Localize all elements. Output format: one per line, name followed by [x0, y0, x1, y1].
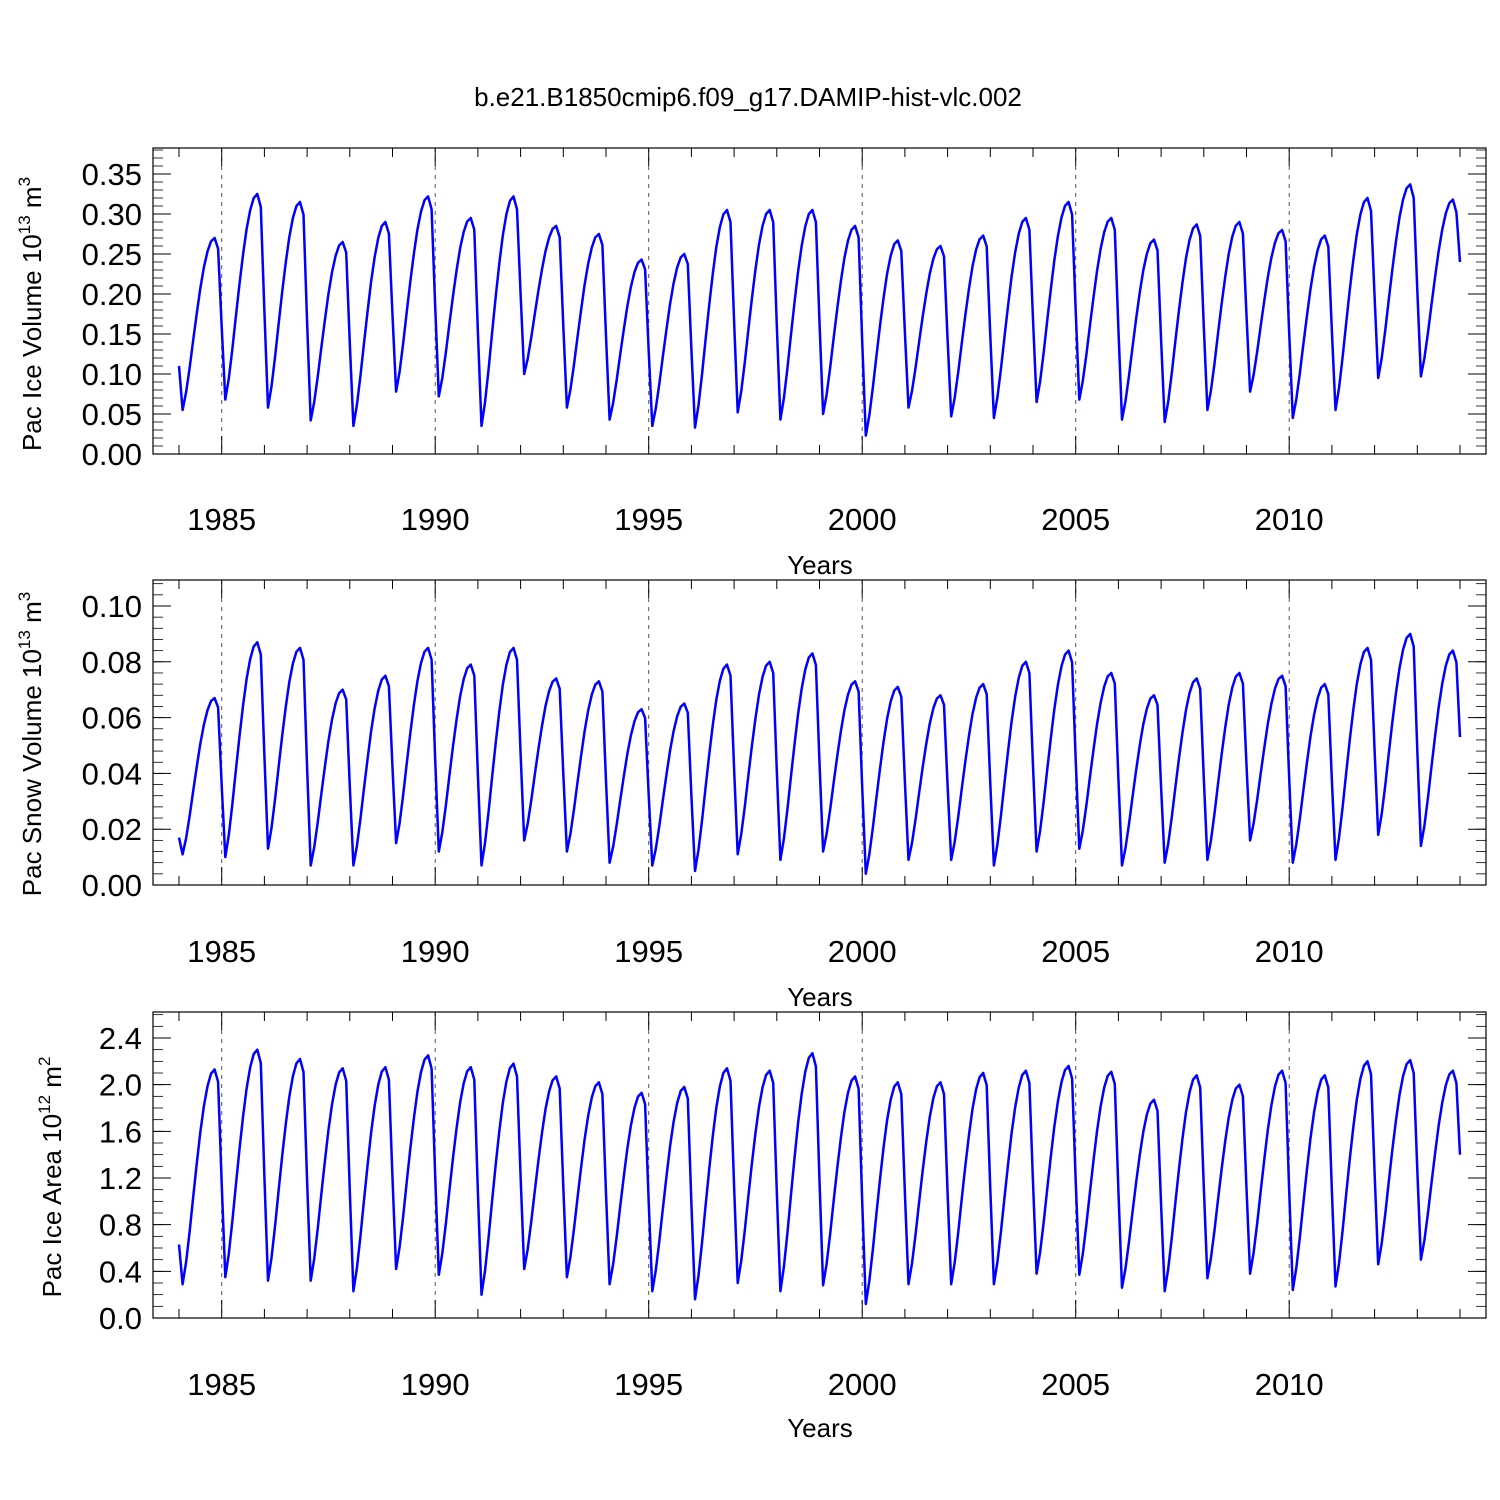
y-tick-label: 0.06 — [82, 701, 142, 736]
y-tick-label: 0.30 — [82, 197, 142, 232]
x-tick-label: 2005 — [1041, 934, 1110, 969]
y-tick-label: 0.15 — [82, 317, 142, 352]
x-tick-label: 1995 — [614, 502, 683, 537]
y-tick-label: 0.10 — [82, 589, 142, 624]
x-tick-label: 1985 — [187, 502, 256, 537]
series-line — [177, 632, 1462, 876]
y-tick-label: 0.20 — [82, 277, 142, 312]
y-tick-label: 0.00 — [82, 437, 142, 472]
y-tick-label: 0.10 — [82, 357, 142, 392]
y-axis-label: Pac Snow Volume 1013 m3 — [15, 592, 47, 896]
y-tick-label: 0.4 — [99, 1254, 142, 1289]
y-tick-label: 2.0 — [99, 1068, 142, 1103]
y-tick-label: 1.2 — [99, 1161, 142, 1196]
x-tick-label: 2005 — [1041, 1367, 1110, 1402]
y-axis-label: Pac Ice Volume 1013 m3 — [15, 177, 47, 451]
y-tick-label: 0.25 — [82, 237, 142, 272]
x-tick-label: 2000 — [828, 1367, 897, 1402]
x-tick-label: 1990 — [401, 1367, 470, 1402]
ice-area-panel: Pac Ice Area 1012 m2 Years 1985 1990 1995 2… — [35, 1011, 1487, 1443]
x-tick-label: 1985 — [187, 934, 256, 969]
x-tick-label: 2005 — [1041, 502, 1110, 537]
y-tick-label: 0.8 — [99, 1208, 142, 1243]
x-tick-label: 2000 — [828, 502, 897, 537]
x-axis-label: Years — [787, 550, 853, 580]
y-tick-label: 0.0 — [99, 1301, 142, 1336]
x-tick-label: 2010 — [1255, 934, 1324, 969]
x-tick-label: 1995 — [614, 934, 683, 969]
y-tick-label: 0.00 — [82, 868, 142, 903]
x-axis-label: Years — [787, 1413, 853, 1443]
y-tick-label: 0.05 — [82, 397, 142, 432]
snow-volume-panel: Pac Snow Volume 1013 m3 Years 1985 1990 19… — [15, 579, 1487, 1012]
y-axis-label: Pac Ice Area 1012 m2 — [35, 1057, 67, 1298]
x-tick-label: 2000 — [828, 934, 897, 969]
x-tick-label: 1990 — [401, 934, 470, 969]
x-tick-label: 1985 — [187, 1367, 256, 1402]
x-axis-label: Years — [787, 982, 853, 1012]
y-tick-label: 0.35 — [82, 157, 142, 192]
series-line — [177, 183, 1462, 437]
x-tick-label: 2010 — [1255, 1367, 1324, 1402]
ice-volume-panel: Pac Ice Volume 1013 m3 Years 1985 1990 199… — [15, 147, 1487, 580]
x-tick-label: 1995 — [614, 1367, 683, 1402]
y-tick-label: 0.08 — [82, 645, 142, 680]
y-tick-label: 0.02 — [82, 812, 142, 847]
x-tick-label: 1990 — [401, 502, 470, 537]
y-tick-label: 2.4 — [99, 1021, 142, 1056]
series-line — [177, 1048, 1462, 1306]
y-tick-label: 1.6 — [99, 1114, 142, 1149]
y-tick-label: 0.04 — [82, 756, 142, 791]
figure-title: b.e21.B1850cmip6.f09_g17.DAMIP-hist-vlc.… — [474, 82, 1022, 112]
x-tick-label: 2010 — [1255, 502, 1324, 537]
